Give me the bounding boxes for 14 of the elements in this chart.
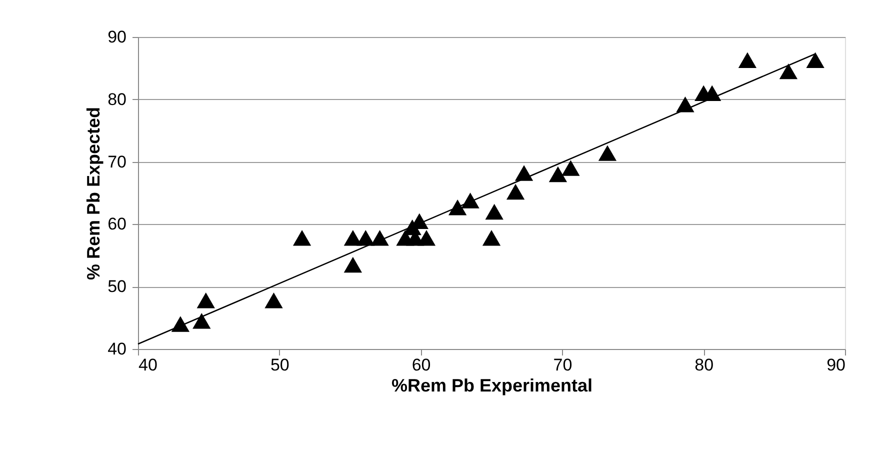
y-tick-label: 40 bbox=[108, 340, 126, 358]
x-tick-label: 70 bbox=[553, 356, 572, 374]
y-axis-title: % Rem Pb Expected bbox=[84, 106, 104, 280]
y-tick-label: 60 bbox=[108, 214, 126, 234]
x-axis-title: %Rem Pb Experimental bbox=[391, 376, 593, 396]
x-tick-label: 50 bbox=[270, 356, 290, 374]
x-tick-label: 60 bbox=[412, 356, 431, 374]
x-tick-label: 90 bbox=[826, 356, 846, 374]
y-tick-label: 70 bbox=[108, 152, 126, 172]
y-tick-label: 50 bbox=[108, 277, 126, 296]
y-tick-label: 80 bbox=[108, 90, 126, 109]
y-tick-label: 90 bbox=[108, 28, 126, 46]
x-tick-label: 80 bbox=[694, 356, 714, 374]
x-tick-label: 40 bbox=[138, 356, 158, 374]
